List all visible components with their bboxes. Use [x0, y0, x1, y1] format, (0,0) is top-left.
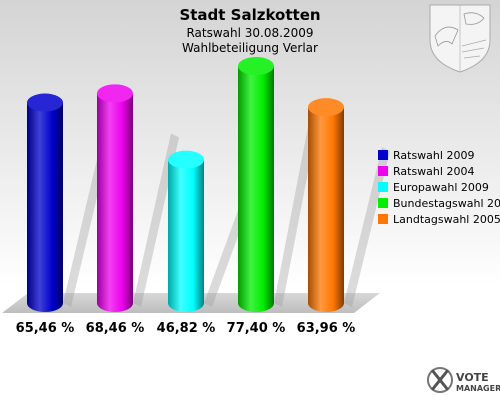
legend-swatch	[378, 214, 388, 224]
legend: Ratswahl 2009 Ratswahl 2004 Europawahl 200…	[378, 149, 500, 226]
bar-bundestagswahl-2005	[238, 57, 274, 312]
legend-label: Bundestagswahl 2005	[393, 197, 500, 210]
value-label: 46,82 %	[157, 321, 216, 336]
logo-line-1: VOTE	[456, 371, 489, 384]
vote-checkmark-icon	[427, 367, 453, 393]
bar-ratswahl-2004	[97, 84, 133, 312]
value-label: 63,96 %	[297, 321, 356, 336]
coat-of-arms-icon	[429, 4, 491, 73]
chart-subtitle-2: Wahlbeteiligung Verlar	[182, 41, 318, 55]
legend-label: Europawahl 2009	[393, 181, 489, 194]
bar-ratswahl-2009	[27, 93, 63, 313]
legend-swatch	[378, 150, 388, 160]
legend-swatch	[378, 166, 388, 176]
legend-item: Bundestagswahl 2005	[378, 197, 500, 210]
legend-item: Landtagswahl 2005	[378, 213, 500, 226]
chart-subtitle: Ratswahl 30.08.2009	[186, 26, 313, 40]
legend-item: Ratswahl 2004	[378, 165, 474, 178]
bar-landtagswahl-2005	[308, 98, 344, 312]
value-labels-group: 65,46 % 68,46 % 46,82 % 77,40 % 63,96 %	[16, 321, 356, 336]
legend-item: Ratswahl 2009	[378, 149, 474, 162]
legend-label: Landtagswahl 2005	[393, 213, 500, 226]
legend-label: Ratswahl 2004	[393, 165, 474, 178]
bars-group	[27, 57, 390, 313]
legend-swatch	[378, 182, 388, 192]
legend-label: Ratswahl 2009	[393, 149, 474, 162]
legend-swatch	[378, 198, 388, 208]
value-label: 77,40 %	[227, 321, 286, 336]
value-label: 65,46 %	[16, 321, 75, 336]
bar-europawahl-2009	[168, 150, 204, 312]
bar-shadow	[133, 133, 179, 307]
legend-item: Europawahl 2009	[378, 181, 489, 194]
value-label: 68,46 %	[86, 321, 145, 336]
logo-line-2: MANAGER	[456, 384, 500, 393]
chart-title: Stadt Salzkotten	[179, 6, 320, 24]
vote-manager-logo: VOTE MANAGER	[427, 367, 500, 393]
